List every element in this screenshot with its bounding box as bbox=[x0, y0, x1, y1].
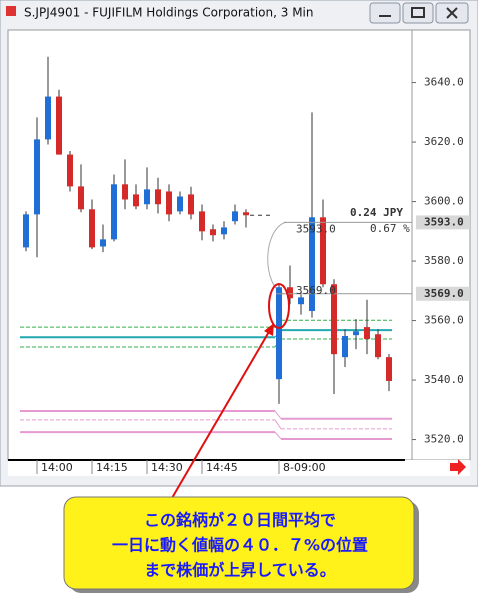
level-step bbox=[274, 410, 282, 420]
y-tick-label: 3580.0 bbox=[424, 254, 464, 267]
candle-body bbox=[375, 334, 381, 358]
candle-body bbox=[199, 211, 205, 232]
scroll-arrow[interactable] bbox=[450, 459, 466, 475]
pointer-arrow bbox=[171, 329, 271, 499]
candle-body bbox=[177, 196, 183, 212]
minimize-button[interactable] bbox=[369, 2, 401, 24]
candle-body bbox=[56, 96, 62, 155]
candle-body bbox=[78, 186, 84, 210]
arrow-head bbox=[264, 323, 274, 336]
candle-body bbox=[298, 297, 304, 305]
candle-body bbox=[353, 331, 359, 336]
candle-body bbox=[309, 217, 315, 312]
candle-body bbox=[34, 139, 40, 215]
price-note: 3593.0 bbox=[296, 222, 336, 235]
candle-body bbox=[144, 189, 150, 205]
maximize-icon bbox=[411, 7, 425, 18]
callout-text: この銘柄が２０日間平均で bbox=[144, 511, 336, 530]
candle-body bbox=[89, 209, 95, 248]
y-tick-label: 3520.0 bbox=[424, 433, 464, 446]
x-tick-label: 14:00 bbox=[41, 461, 73, 474]
candle-body bbox=[243, 212, 249, 216]
candle-body bbox=[166, 191, 172, 215]
x-tick-label: 14:30 bbox=[151, 461, 183, 474]
measure-percent: 0.67 % bbox=[370, 222, 410, 235]
y-tick-label: 3540.0 bbox=[424, 373, 464, 386]
app-icon bbox=[6, 6, 16, 16]
candle-body bbox=[100, 239, 106, 247]
candle-body bbox=[133, 194, 139, 207]
candle-body bbox=[111, 184, 117, 240]
candle-body bbox=[386, 357, 392, 381]
price-tag bbox=[416, 286, 470, 301]
window-title: S.JPJ4901 - FUJIFILM Holdings Corporatio… bbox=[24, 6, 314, 20]
candle-body bbox=[45, 96, 51, 140]
price-tag-label: 3569.0 bbox=[424, 287, 464, 300]
close-icon bbox=[446, 7, 458, 19]
highlight-oval bbox=[268, 283, 290, 329]
level-step bbox=[274, 431, 282, 440]
x-tick-label: 14:45 bbox=[206, 461, 238, 474]
candle-body bbox=[331, 284, 337, 355]
y-tick-label: 3600.0 bbox=[424, 195, 464, 208]
candle-body bbox=[276, 287, 282, 380]
y-tick-label: 3640.0 bbox=[424, 76, 464, 89]
measure-change: 0.24 JPY bbox=[350, 206, 403, 219]
callout-text: まで株価が上昇している。 bbox=[144, 561, 336, 580]
candle-body bbox=[23, 214, 29, 248]
candle-body bbox=[364, 327, 370, 340]
x-tick-label: 14:15 bbox=[96, 461, 128, 474]
level-step bbox=[274, 419, 282, 430]
y-tick-label: 3560.0 bbox=[424, 314, 464, 327]
candle-body bbox=[287, 287, 293, 299]
time-axis bbox=[8, 460, 470, 476]
candle-body bbox=[342, 336, 348, 358]
candle-body bbox=[320, 217, 326, 285]
candle-body bbox=[67, 154, 73, 187]
price-note: 3569.0 bbox=[296, 284, 336, 297]
candle-body bbox=[221, 227, 227, 235]
candle-body bbox=[188, 194, 194, 215]
candle-body bbox=[210, 229, 216, 236]
candle-body bbox=[122, 184, 128, 200]
y-tick-label: 3620.0 bbox=[424, 135, 464, 148]
callout-box bbox=[63, 496, 415, 590]
chart-area bbox=[7, 29, 471, 461]
price-tag bbox=[416, 215, 470, 230]
callout-text: 一日に動く値幅の４０．７%の位置 bbox=[112, 536, 368, 555]
price-tag-label: 3593.0 bbox=[424, 215, 464, 228]
candle-body bbox=[155, 189, 161, 205]
candle-body bbox=[232, 211, 238, 222]
x-tick-label: 8-09:00 bbox=[283, 461, 326, 474]
maximize-button[interactable] bbox=[402, 2, 434, 24]
